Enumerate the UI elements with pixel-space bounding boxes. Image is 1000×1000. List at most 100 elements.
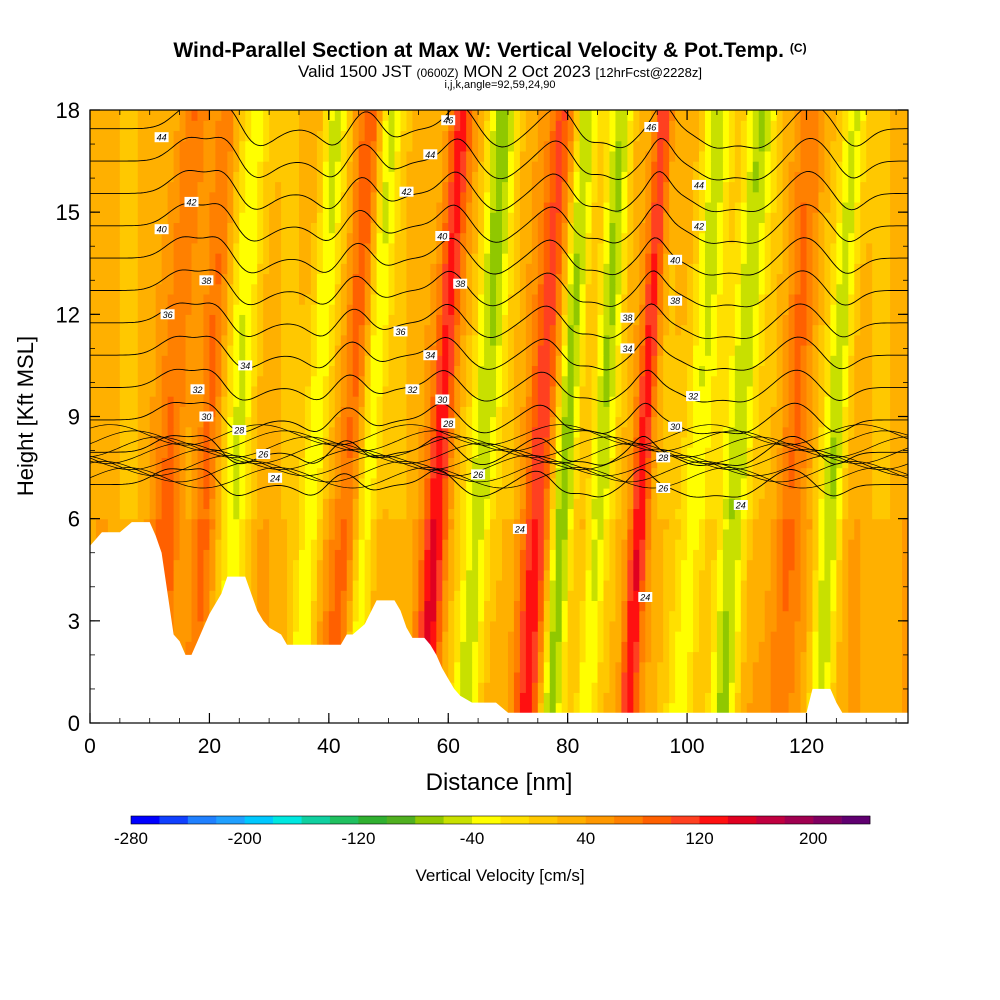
velocity-cell xyxy=(621,467,628,479)
velocity-cell xyxy=(806,396,814,407)
velocity-cell xyxy=(848,232,855,244)
velocity-cell xyxy=(209,253,216,264)
velocity-cell xyxy=(555,447,563,458)
velocity-cell xyxy=(179,528,193,540)
velocity-cell xyxy=(573,161,581,172)
velocity-cell xyxy=(245,406,252,418)
velocity-cell xyxy=(651,488,658,499)
velocity-cell xyxy=(722,232,730,244)
velocity-cell xyxy=(657,171,664,183)
velocity-cell xyxy=(436,590,443,601)
velocity-cell xyxy=(609,518,617,530)
velocity-cell xyxy=(257,365,264,377)
velocity-cell xyxy=(448,191,455,203)
velocity-cell xyxy=(776,600,784,612)
velocity-cell xyxy=(376,396,384,407)
velocity-cell xyxy=(794,385,802,397)
velocity-cell xyxy=(543,590,551,601)
velocity-cell xyxy=(310,559,318,571)
velocity-cell xyxy=(406,375,425,387)
velocity-cell xyxy=(818,171,826,183)
velocity-cell xyxy=(770,539,778,550)
velocity-cell xyxy=(824,488,831,499)
velocity-cell xyxy=(519,426,527,438)
velocity-cell xyxy=(585,375,593,387)
velocity-cell xyxy=(257,263,270,275)
velocity-cell xyxy=(794,447,808,458)
velocity-cell xyxy=(257,569,270,581)
velocity-cell xyxy=(788,375,796,387)
velocity-cell xyxy=(173,610,193,622)
velocity-cell xyxy=(322,406,330,418)
velocity-cell xyxy=(645,416,652,428)
velocity-cell xyxy=(460,385,467,397)
velocity-cell xyxy=(579,620,587,632)
velocity-cell xyxy=(364,569,372,581)
velocity-cell xyxy=(376,559,414,571)
velocity-cell xyxy=(657,416,664,428)
velocity-cell xyxy=(746,528,754,540)
velocity-cell xyxy=(454,498,461,510)
velocity-cell xyxy=(466,181,473,193)
velocity-cell xyxy=(645,171,652,183)
velocity-cell xyxy=(537,682,545,693)
velocity-cell xyxy=(430,559,437,571)
velocity-cell xyxy=(591,263,599,275)
velocity-cell xyxy=(537,416,551,428)
velocity-cell xyxy=(591,161,599,172)
velocity-cell xyxy=(460,457,467,469)
velocity-cell xyxy=(334,477,342,489)
velocity-cell xyxy=(824,293,831,305)
velocity-cell xyxy=(579,304,587,315)
velocity-cell xyxy=(812,590,820,601)
velocity-cell xyxy=(872,396,891,407)
velocity-cell xyxy=(233,161,240,172)
velocity-cell xyxy=(603,600,617,612)
velocity-cell xyxy=(824,242,831,254)
velocity-cell xyxy=(722,620,730,632)
velocity-cell xyxy=(657,426,664,438)
velocity-cell xyxy=(119,161,139,172)
velocity-cell xyxy=(448,436,455,448)
velocity-cell xyxy=(173,569,193,581)
velocity-cell xyxy=(424,539,431,550)
velocity-cell xyxy=(394,171,402,183)
velocity-cell xyxy=(573,528,587,540)
velocity-cell xyxy=(806,416,814,428)
velocity-cell xyxy=(639,661,646,673)
velocity-cell xyxy=(501,457,515,469)
velocity-cell xyxy=(466,559,473,571)
velocity-cell xyxy=(161,406,169,418)
velocity-cell xyxy=(806,477,814,489)
velocity-cell xyxy=(119,477,139,489)
velocity-cell xyxy=(507,253,515,264)
velocity-cell xyxy=(388,508,408,520)
velocity-cell xyxy=(752,416,760,428)
velocity-cell xyxy=(561,620,569,632)
velocity-cell xyxy=(191,242,211,254)
velocity-cell xyxy=(454,549,461,561)
velocity-cell xyxy=(394,181,402,193)
velocity-cell xyxy=(639,436,646,448)
velocity-cell xyxy=(716,569,724,581)
velocity-cell xyxy=(573,539,587,550)
velocity-cell xyxy=(818,273,826,285)
velocity-cell xyxy=(573,293,581,305)
velocity-cell xyxy=(310,539,318,550)
velocity-cell xyxy=(860,610,903,622)
velocity-cell xyxy=(830,365,843,377)
velocity-cell xyxy=(740,212,748,223)
velocity-cell xyxy=(722,447,730,458)
velocity-cell xyxy=(442,293,449,305)
velocity-cell xyxy=(448,477,455,489)
velocity-cell xyxy=(543,263,551,275)
velocity-cell xyxy=(382,232,390,244)
velocity-cell xyxy=(716,528,724,540)
chart-subtitle-indices: i,j,k,angle=92,59,24,90 xyxy=(444,79,555,91)
velocity-cell xyxy=(543,283,557,295)
velocity-cell xyxy=(704,283,718,295)
velocity-cell xyxy=(722,590,736,601)
velocity-cell xyxy=(633,579,640,591)
velocity-cell xyxy=(364,242,372,254)
velocity-cell xyxy=(543,559,551,571)
